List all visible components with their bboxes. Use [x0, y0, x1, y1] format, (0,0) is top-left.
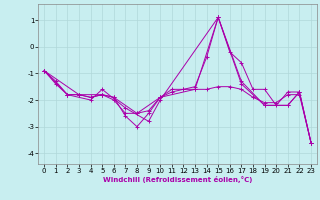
- X-axis label: Windchill (Refroidissement éolien,°C): Windchill (Refroidissement éolien,°C): [103, 176, 252, 183]
